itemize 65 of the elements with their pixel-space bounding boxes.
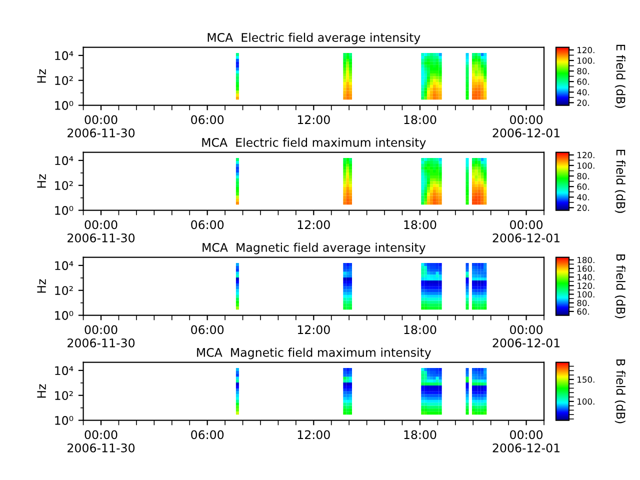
color-bar-label: 20. [577,100,589,106]
color-bar-label: 60. [577,78,589,85]
x-tick-label: 00:00 2006-11-30 [68,115,135,138]
y-axis-title: Hz [37,174,46,188]
chart-title: MCA Magnetic field maximum intensity [197,348,432,360]
x-tick-label: 00:00 2006-12-01 [492,325,560,348]
color-bar-label: 80. [577,68,589,74]
color-bar-label: 100. [578,57,594,64]
x-tick-label: 06:00 [191,220,224,230]
color-bar-label: 60. [577,184,589,190]
x-tick-label: 18:00 [404,220,436,230]
x-tick-label: 06:00 [191,115,224,124]
x-tick-label: 00:00 2006-12-01 [492,220,560,242]
x-tick-label: 06:00 [191,325,224,334]
y-axis-title: Hz [37,279,46,293]
color-bar-label: 60. [577,308,589,315]
x-tick-label: 06:00 [191,430,224,440]
color-bar-title: E field (dB) [614,150,626,213]
y-tick-label: 10² [55,181,73,190]
color-bar-label: 120. [578,46,594,54]
y-tick-label: 10⁰ [55,206,74,215]
x-tick-label: 00:00 2006-11-30 [68,220,135,242]
color-bar-label: 120. [578,282,594,289]
y-tick-label: 10⁴ [55,51,74,60]
color-bar-title: E field (dB) [614,44,626,108]
x-tick-label: 18:00 [404,430,436,440]
color-bar-label: 100. [578,291,594,298]
color-bar-label: 20. [577,204,589,211]
color-bar-label: 40. [577,194,589,200]
color-bar-label: 120. [578,152,594,158]
y-tick-label: 10⁴ [55,261,74,270]
color-bar-label: 100. [578,162,594,169]
chart-title: MCA Electric field average intensity [208,32,420,44]
x-tick-label: 18:00 [404,115,436,124]
y-axis-title: Hz [37,69,46,83]
y-tick-label: 10⁰ [55,101,74,110]
color-bar-title: B field (dB) [614,254,626,318]
x-tick-label: 12:00 [298,325,330,334]
color-bar-label: 150. [578,376,594,383]
color-bar-title: B field (dB) [614,360,626,424]
color-bar-label: 180. [578,256,594,264]
color-bar-label: 140. [578,274,594,280]
color-bar-label: 40. [577,89,589,96]
y-tick-label: 10⁴ [55,156,74,166]
x-tick-label: 12:00 [298,220,330,230]
color-bar-label: 100. [578,398,594,405]
y-axis-title: Hz [37,384,46,398]
y-tick-label: 10⁴ [55,366,74,376]
color-bar-label: 80. [577,300,589,306]
chart-title: MCA Magnetic field average intensity [202,242,426,254]
x-tick-label: 00:00 2006-12-01 [492,430,560,452]
y-tick-label: 10⁰ [55,311,74,320]
y-tick-label: 10⁰ [55,416,74,425]
color-bar-label: 160. [578,265,594,272]
x-tick-label: 00:00 2006-12-01 [492,115,560,138]
chart-title: MCA Electric field maximum intensity [202,138,426,150]
y-tick-label: 10² [55,391,73,400]
y-tick-label: 10² [55,76,73,86]
y-tick-label: 10² [55,286,73,296]
x-tick-label: 00:00 2006-11-30 [68,430,135,452]
x-tick-label: 12:00 [298,115,330,124]
color-bar-label: 80. [577,173,589,180]
x-tick-label: 18:00 [404,325,436,334]
x-tick-label: 12:00 [298,430,330,440]
x-tick-label: 00:00 2006-11-30 [68,325,135,348]
